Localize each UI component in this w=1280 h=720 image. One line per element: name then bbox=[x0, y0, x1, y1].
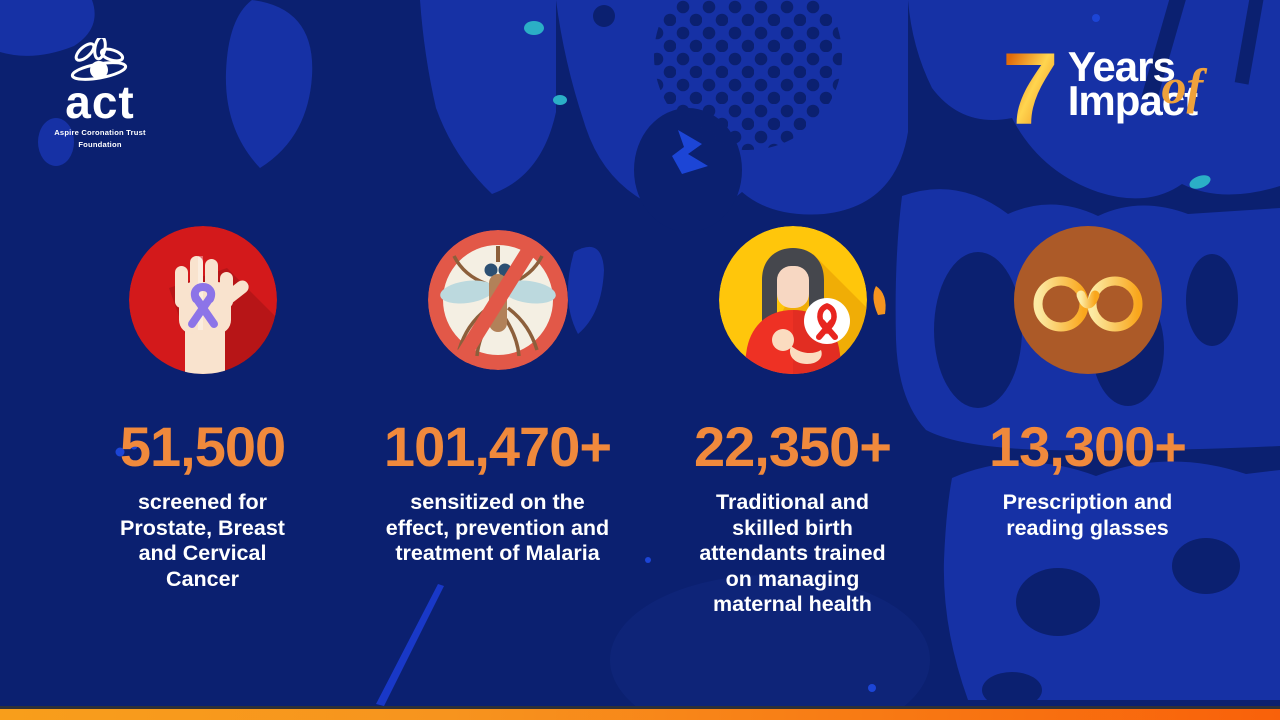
no-mosquito-icon bbox=[427, 230, 568, 370]
act-logo-tagline: Aspire Coronation Trust Foundation bbox=[54, 128, 146, 149]
stat-card-maternal-health: 22,350+ Traditional and skilled birth at… bbox=[645, 226, 940, 618]
act-logo-flower-icon bbox=[70, 38, 128, 81]
years-of-impact-words: Years Impact of bbox=[1067, 43, 1203, 128]
act-foundation-logo: act Aspire Coronation Trust Foundation bbox=[50, 38, 150, 151]
stat-value: 22,350+ bbox=[694, 415, 892, 478]
eyeglasses-icon bbox=[1013, 226, 1162, 374]
stat-value: 51,500 bbox=[119, 415, 286, 478]
act-logo-wordmark: act bbox=[65, 76, 135, 128]
stat-description: Prescription and reading glasses bbox=[1002, 490, 1173, 540]
impact-word: Impact bbox=[1067, 77, 1198, 124]
stat-card-glasses: 13,300+ Prescription and reading glasses bbox=[940, 226, 1235, 618]
of-word: of bbox=[1161, 58, 1204, 114]
years-of-impact-heading: 7 Years Impact of bbox=[1002, 32, 1203, 146]
bottom-accent-bar bbox=[0, 706, 1280, 720]
hand-awareness-ribbon-icon bbox=[128, 226, 277, 374]
mother-and-baby-icon bbox=[718, 226, 867, 374]
stat-card-cancer-screening: 51,500 screened for Prostate, Breast and… bbox=[55, 226, 350, 618]
stat-description: Traditional and skilled birth attendants… bbox=[699, 490, 886, 616]
years-word: Years bbox=[1067, 43, 1176, 90]
stat-value: 13,300+ bbox=[989, 415, 1187, 478]
stat-card-malaria: 101,470+ sensitized on the effect, preve… bbox=[350, 226, 645, 618]
stat-description: screened for Prostate, Breast and Cervic… bbox=[120, 490, 285, 591]
years-number: 7 bbox=[1002, 32, 1059, 146]
impact-stats-row: 51,500 screened for Prostate, Breast and… bbox=[55, 226, 1235, 618]
stat-value: 101,470+ bbox=[383, 415, 612, 478]
stat-description: sensitized on the effect, prevention and… bbox=[385, 490, 610, 565]
